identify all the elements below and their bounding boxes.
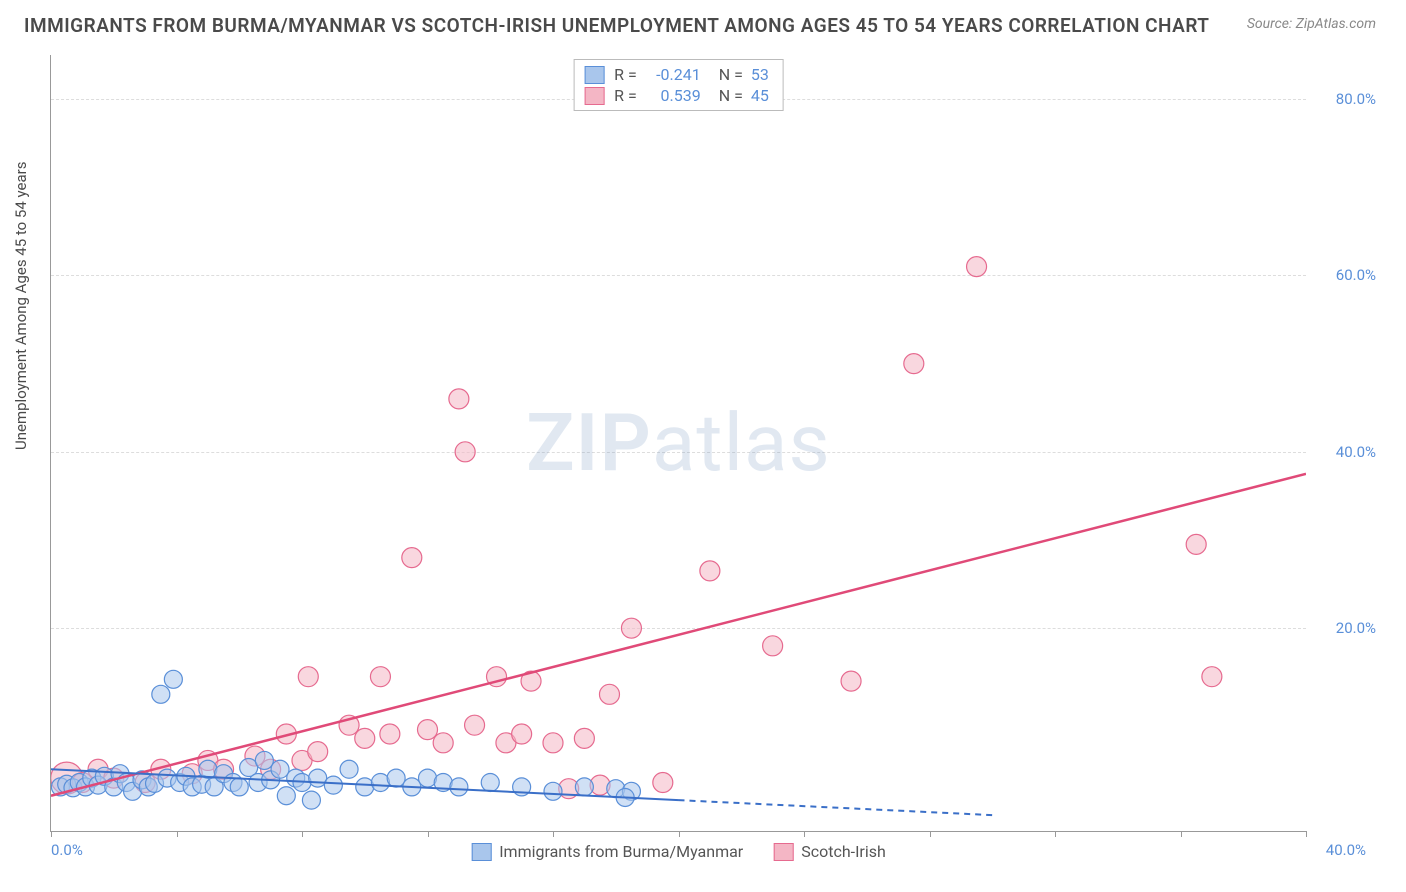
y-tick-label: 60.0% xyxy=(1336,266,1376,284)
r-value-2: 0.539 xyxy=(645,86,701,105)
r-label: R = xyxy=(614,86,637,105)
legend-swatch-2 xyxy=(584,87,604,105)
r-value-1: -0.241 xyxy=(645,65,701,84)
y-tick-label: 20.0% xyxy=(1336,619,1376,637)
series-1-name: Immigrants from Burma/Myanmar xyxy=(499,842,743,861)
legend-item-2: Scotch-Irish xyxy=(773,842,886,861)
y-axis-label: Unemployment Among Ages 45 to 54 years xyxy=(12,162,30,450)
legend-item-1: Immigrants from Burma/Myanmar xyxy=(471,842,743,861)
n-value-1: 53 xyxy=(751,65,769,84)
y-tick-label: 80.0% xyxy=(1336,90,1376,108)
n-label: N = xyxy=(719,65,743,84)
x-tick-mark xyxy=(302,831,303,837)
y-tick-label: 40.0% xyxy=(1336,443,1376,461)
x-tick-mark xyxy=(1055,831,1056,837)
chart-title: IMMIGRANTS FROM BURMA/MYANMAR VS SCOTCH-… xyxy=(24,14,1209,37)
correlation-legend: R = -0.241 N = 53 R = 0.539 N = 45 xyxy=(573,59,784,111)
x-tick-mark xyxy=(1306,831,1307,837)
n-label: N = xyxy=(719,86,743,105)
x-tick-mark xyxy=(804,831,805,837)
n-value-2: 45 xyxy=(751,86,769,105)
source-attribution: Source: ZipAtlas.com xyxy=(1247,16,1376,32)
x-tick-mark xyxy=(177,831,178,837)
x-tick-mark xyxy=(553,831,554,837)
x-tick-mark xyxy=(51,831,52,837)
series-2-name: Scotch-Irish xyxy=(801,842,886,861)
legend-swatch-1 xyxy=(584,66,604,84)
legend-row-1: R = -0.241 N = 53 xyxy=(584,64,769,85)
legend-row-2: R = 0.539 N = 45 xyxy=(584,85,769,106)
x-tick-mark xyxy=(679,831,680,837)
series-legend: Immigrants from Burma/Myanmar Scotch-Iri… xyxy=(471,842,886,861)
x-tick-mark xyxy=(930,831,931,837)
legend-bottom-swatch-1 xyxy=(471,843,491,861)
r-label: R = xyxy=(614,65,637,84)
x-axis-max-label: 40.0% xyxy=(1326,841,1366,859)
x-tick-mark xyxy=(1181,831,1182,837)
chart-plot-area: ZIPatlas R = -0.241 N = 53 R = 0.539 N =… xyxy=(50,55,1306,832)
legend-bottom-swatch-2 xyxy=(773,843,793,861)
x-axis-min-label: 0.0% xyxy=(51,841,83,859)
scatter-svg xyxy=(51,55,1306,831)
x-tick-mark xyxy=(428,831,429,837)
